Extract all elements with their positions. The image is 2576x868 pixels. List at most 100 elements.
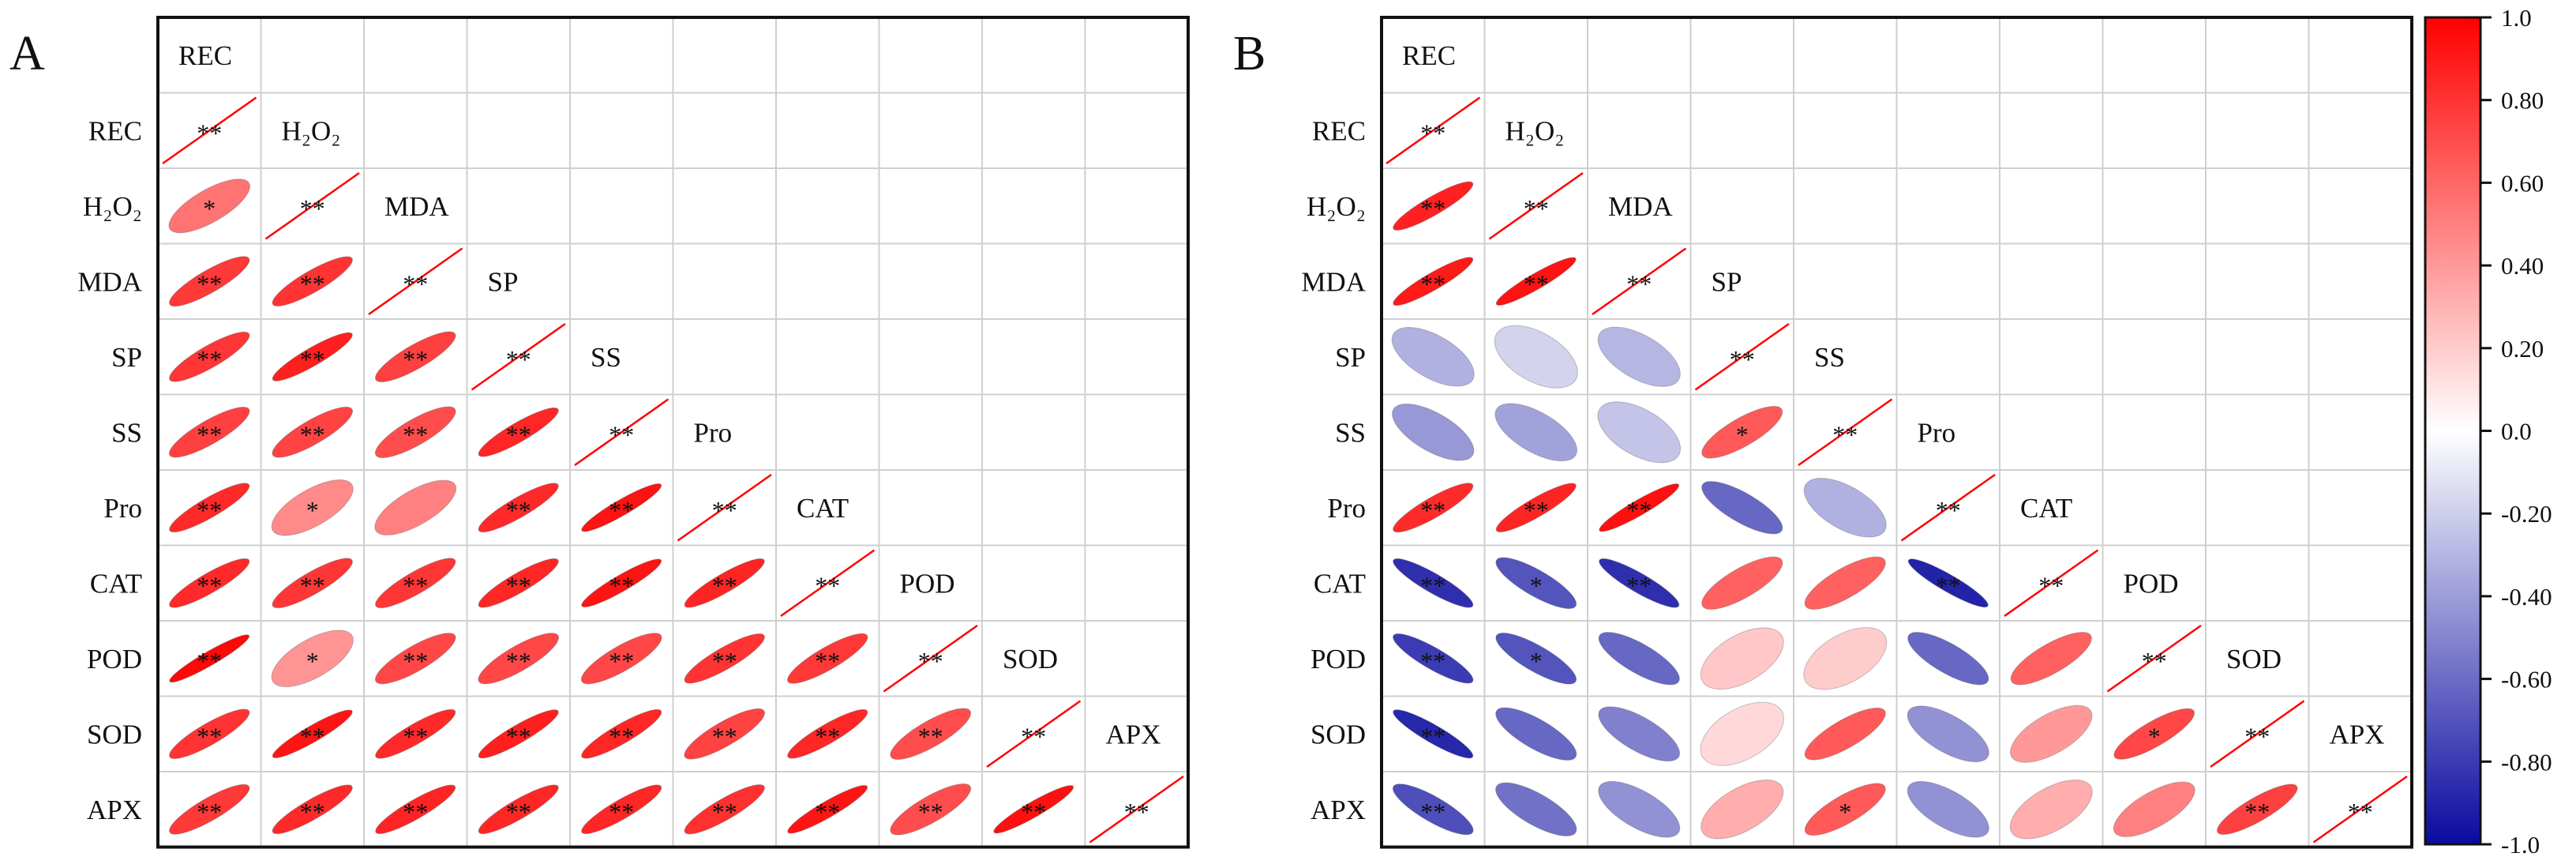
corr-ellipse-apx-pro xyxy=(684,784,765,835)
diagonal-label-h2o2: H₂O₂ xyxy=(1505,115,1565,146)
diagonal-label-apx: APX xyxy=(2330,719,2385,750)
diagonal-significance: ** xyxy=(1936,496,1961,524)
corr-ellipse-apx-sp xyxy=(478,784,559,835)
significance-mark: ** xyxy=(1420,571,1445,599)
significance-mark: * xyxy=(2148,722,2161,750)
significance-mark: ** xyxy=(506,571,531,599)
corr-ellipse-apx-pod xyxy=(2113,781,2195,837)
corr-ellipse-pod-mda xyxy=(1598,632,1680,686)
diagonal-significance: ** xyxy=(2038,571,2064,599)
diagonal-label-cat: CAT xyxy=(2020,493,2072,524)
corr-ellipse-cat-pro xyxy=(684,558,765,608)
corr-ellipse-sod-mda xyxy=(1598,706,1681,762)
corr-ellipse-sod-h2o2 xyxy=(272,709,353,759)
diagonal-line-mda xyxy=(368,247,463,316)
diagonal-label-pod: POD xyxy=(900,568,955,599)
row-label-sp: SP xyxy=(111,342,142,373)
corr-ellipse-sod-sp xyxy=(1700,701,1784,766)
corr-ellipse-pod-sp xyxy=(1700,627,1784,690)
corr-ellipse-sod-ss xyxy=(1804,707,1886,761)
corr-ellipse-pod-pro xyxy=(684,633,765,684)
diagonal-significance: ** xyxy=(2244,722,2270,750)
significance-mark: ** xyxy=(506,722,531,750)
diagonal-line-ss xyxy=(1798,398,1893,467)
diagonal-significance: ** xyxy=(1832,420,1858,449)
corr-ellipse-apx-pod xyxy=(890,783,972,836)
diagonal-significance: ** xyxy=(506,345,531,374)
colorbar-tick-label: 0.0 xyxy=(2501,418,2532,445)
corr-ellipse-apx-sod xyxy=(993,785,1074,834)
row-label-rec: REC xyxy=(1312,115,1366,146)
diagonal-line-apx xyxy=(1089,775,1184,844)
corr-ellipse-apx-ss xyxy=(581,784,662,835)
significance-mark: ** xyxy=(609,496,634,524)
significance-mark: ** xyxy=(506,496,531,524)
corr-ellipse-ss-rec xyxy=(1392,403,1475,461)
row-label-pro: Pro xyxy=(1327,493,1366,524)
row-label-sod: SOD xyxy=(87,719,142,750)
corr-ellipse-sod-rec xyxy=(1393,709,1474,759)
colorbar-tick-label: -0.40 xyxy=(2501,583,2552,611)
diagonal-line-mda xyxy=(1592,247,1687,316)
diagonal-line-cat xyxy=(780,549,876,618)
panel-label-b: B xyxy=(1233,27,1266,81)
significance-mark: ** xyxy=(197,647,222,675)
significance-mark: ** xyxy=(1420,798,1445,826)
diagonal-label-sod: SOD xyxy=(1003,644,1058,674)
row-label-sod: SOD xyxy=(1310,719,1366,750)
diagonal-line-h2o2 xyxy=(264,171,360,240)
corr-ellipse-ss-rec xyxy=(168,406,250,458)
significance-mark: ** xyxy=(403,722,428,750)
diagonal-significance: ** xyxy=(2348,798,2373,826)
significance-mark: ** xyxy=(1936,571,1961,599)
significance-mark: ** xyxy=(712,798,737,826)
significance-mark: ** xyxy=(1420,647,1445,675)
corr-ellipse-cat-h2o2 xyxy=(1495,557,1577,610)
significance-mark: ** xyxy=(403,571,428,599)
corr-ellipse-ss-mda xyxy=(1597,401,1682,464)
significance-mark: ** xyxy=(197,345,222,374)
significance-mark: ** xyxy=(403,798,428,826)
corr-ellipse-sod-sp xyxy=(478,709,559,759)
significance-mark: ** xyxy=(1420,269,1445,298)
corr-ellipse-sp-rec xyxy=(1391,326,1475,387)
diagonal-significance: ** xyxy=(300,194,325,223)
significance-mark: ** xyxy=(815,798,840,826)
corr-ellipse-pod-pro xyxy=(1907,632,1989,686)
colorbar-bar xyxy=(2424,16,2482,846)
corr-ellipse-pro-mda xyxy=(1599,483,1680,532)
row-label-sp: SP xyxy=(1335,342,1366,373)
corr-ellipse-mda-rec xyxy=(1393,257,1474,306)
significance-mark: ** xyxy=(712,647,737,675)
corr-ellipse-cat-mda xyxy=(375,558,456,609)
corr-ellipse-sod-mda xyxy=(375,708,456,759)
colorbar-tick-label: 0.60 xyxy=(2501,169,2544,197)
corr-ellipse-cat-ss xyxy=(581,558,662,608)
diagonal-significance: ** xyxy=(609,420,634,449)
significance-mark: ** xyxy=(918,722,943,750)
significance-mark: ** xyxy=(300,798,325,826)
diagonal-significance: ** xyxy=(1626,269,1652,298)
significance-mark: ** xyxy=(197,798,222,826)
diagonal-line-sp xyxy=(471,322,566,391)
significance-mark: ** xyxy=(300,345,325,374)
diagonal-significance: ** xyxy=(1730,345,1755,374)
corr-ellipse-cat-h2o2 xyxy=(272,558,353,609)
corr-ellipse-apx-mda xyxy=(1598,780,1681,838)
significance-mark: ** xyxy=(918,798,943,826)
significance-mark: ** xyxy=(815,647,840,675)
corr-ellipse-pro-h2o2 xyxy=(271,479,354,536)
diagonal-significance: ** xyxy=(1124,798,1149,826)
plot-frame xyxy=(156,16,1190,849)
corr-ellipse-h2o2-rec xyxy=(1393,181,1474,231)
row-label-cat: CAT xyxy=(90,568,142,599)
panel-b-correlation-matrix: REC H₂O₂ MDA SP SS Pro CAT POD SOD APX REC H₂O₂ MDA S… xyxy=(1301,16,2413,849)
corr-ellipse-sod-h2o2 xyxy=(1495,707,1577,761)
corr-ellipse-ss-h2o2 xyxy=(1494,403,1578,462)
corr-ellipse-apx-cat xyxy=(2009,779,2093,840)
corr-ellipse-apx-pro xyxy=(1907,780,1989,838)
corr-ellipse-pod-ss xyxy=(580,633,662,685)
corr-ellipse-pro-rec xyxy=(1393,483,1474,533)
corr-ellipse-pro-ss xyxy=(1803,477,1887,538)
corr-ellipse-sod-pro xyxy=(1907,705,1989,763)
